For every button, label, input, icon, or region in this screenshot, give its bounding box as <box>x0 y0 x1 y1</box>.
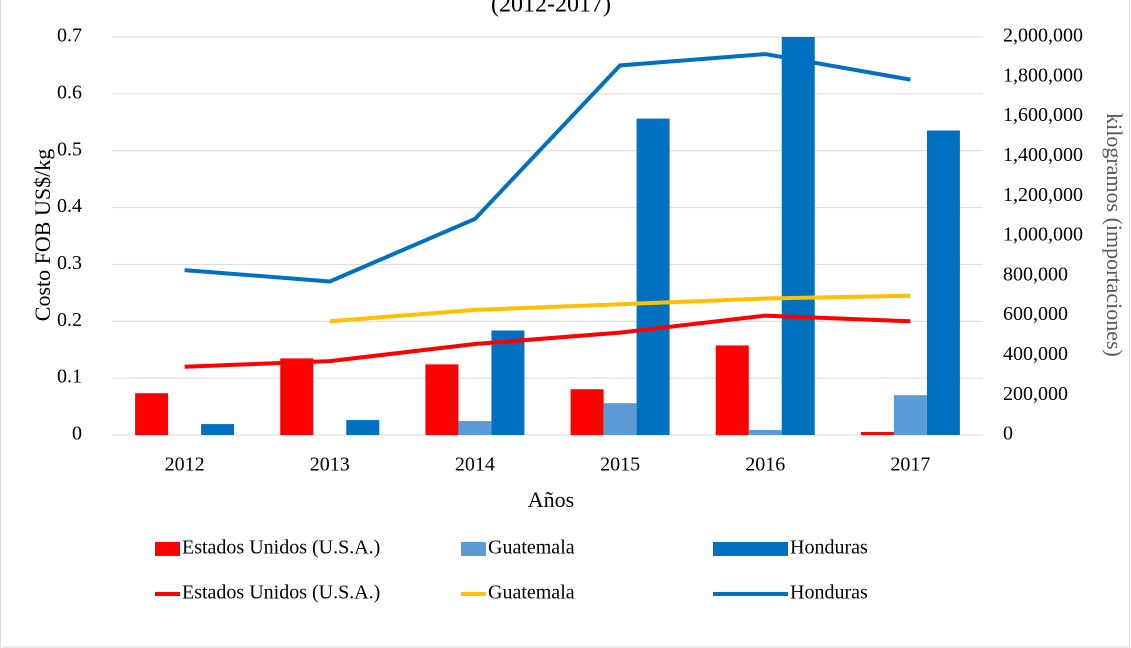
x-tick-label: 2012 <box>165 454 205 476</box>
legend-swatch <box>155 542 180 556</box>
legend-label: Guatemala <box>488 582 575 604</box>
y-tick-label: 0.3 <box>57 252 82 274</box>
bar <box>135 393 169 435</box>
x-tick-label: 2013 <box>310 454 350 476</box>
bar <box>603 403 637 435</box>
y2-tick-label: 200,000 <box>1003 383 1068 405</box>
y-axis-title: Costo FOB US$/kg <box>30 149 55 321</box>
bar <box>570 389 604 435</box>
y2-tick-label: 0 <box>1003 423 1013 445</box>
legend-label: Honduras <box>790 582 868 604</box>
bar <box>346 420 380 435</box>
legend-label: Estados Unidos (U.S.A.) <box>182 582 380 604</box>
bar <box>781 37 815 435</box>
line <box>329 293 911 324</box>
y2-tick-label: 2,000,000 <box>1003 25 1083 47</box>
y-tick-label: 0.5 <box>57 138 82 160</box>
y2-tick-label: 400,000 <box>1003 343 1068 365</box>
y-tick-label: 0.1 <box>57 366 82 388</box>
y2-axis-title: kilogramos (importaciones) <box>1102 113 1127 357</box>
line <box>184 52 911 284</box>
y-tick-label: 0.4 <box>57 195 82 217</box>
x-tick-label: 2014 <box>455 454 495 476</box>
x-axis-title: Años <box>528 487 574 512</box>
bar <box>860 432 894 435</box>
y2-tick-label: 800,000 <box>1003 263 1068 285</box>
legend-swatch <box>461 542 486 556</box>
y2-tick-label: 1,600,000 <box>1003 104 1083 126</box>
legend-label: Honduras <box>790 537 868 559</box>
legend-swatch <box>713 542 788 556</box>
y2-tick-label: 1,200,000 <box>1003 184 1083 206</box>
y-tick-label: 0 <box>72 423 82 445</box>
x-tick-label: 2016 <box>745 454 785 476</box>
y-tick-label: 0.7 <box>57 25 82 47</box>
bar <box>636 118 670 435</box>
y2-tick-label: 1,400,000 <box>1003 144 1083 166</box>
bar <box>926 130 960 435</box>
bar <box>715 345 749 435</box>
bar <box>458 421 492 435</box>
y-tick-label: 0.2 <box>57 309 82 331</box>
y2-tick-label: 1,800,000 <box>1003 64 1083 86</box>
x-tick-label: 2017 <box>890 454 930 476</box>
bar <box>425 364 459 435</box>
legend-label: Guatemala <box>488 537 575 559</box>
chart-title: (2012-2017) <box>491 0 611 18</box>
y2-tick-label: 1,000,000 <box>1003 224 1083 246</box>
line <box>184 313 911 369</box>
x-tick-label: 2015 <box>600 454 640 476</box>
bar <box>491 330 525 435</box>
bar <box>893 395 927 435</box>
bar <box>201 424 235 435</box>
legend-label: Estados Unidos (U.S.A.) <box>182 537 380 559</box>
bar <box>280 358 314 435</box>
y-tick-label: 0.6 <box>57 81 82 103</box>
bar <box>748 430 782 435</box>
y2-tick-label: 600,000 <box>1003 303 1068 325</box>
